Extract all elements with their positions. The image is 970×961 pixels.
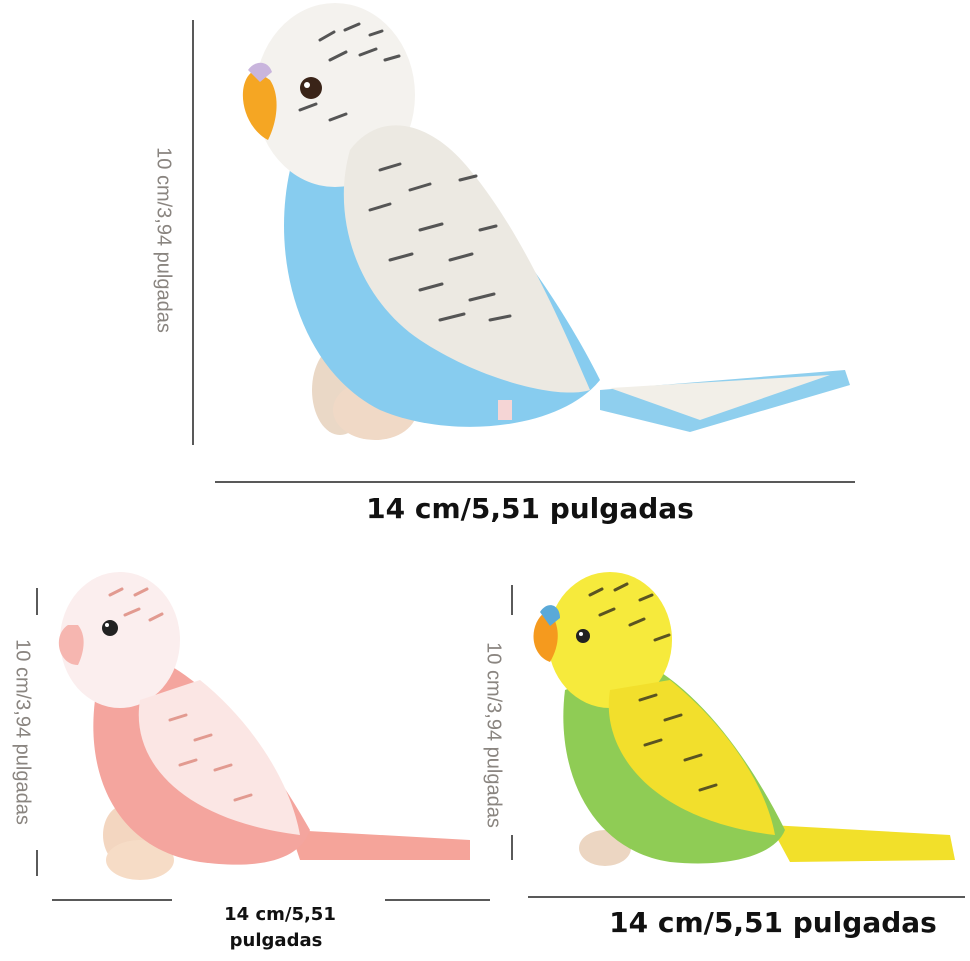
blue-budgie [242,3,850,440]
width-label: 14 cm/5,51 pulgadas [609,906,937,939]
height-label: 10 cm/3,94 pulgadas [483,642,505,828]
width-label-line: 14 cm/5,51 [224,904,336,925]
width-label-line: pulgadas [230,930,323,951]
height-label: 10 cm/3,94 pulgadas [12,639,34,825]
width-label: 14 cm/5,51 pulgadas [366,492,694,525]
green-budgie [533,572,955,866]
height-label: 10 cm/3,94 pulgadas [153,147,175,333]
pink-budgie [58,572,470,880]
